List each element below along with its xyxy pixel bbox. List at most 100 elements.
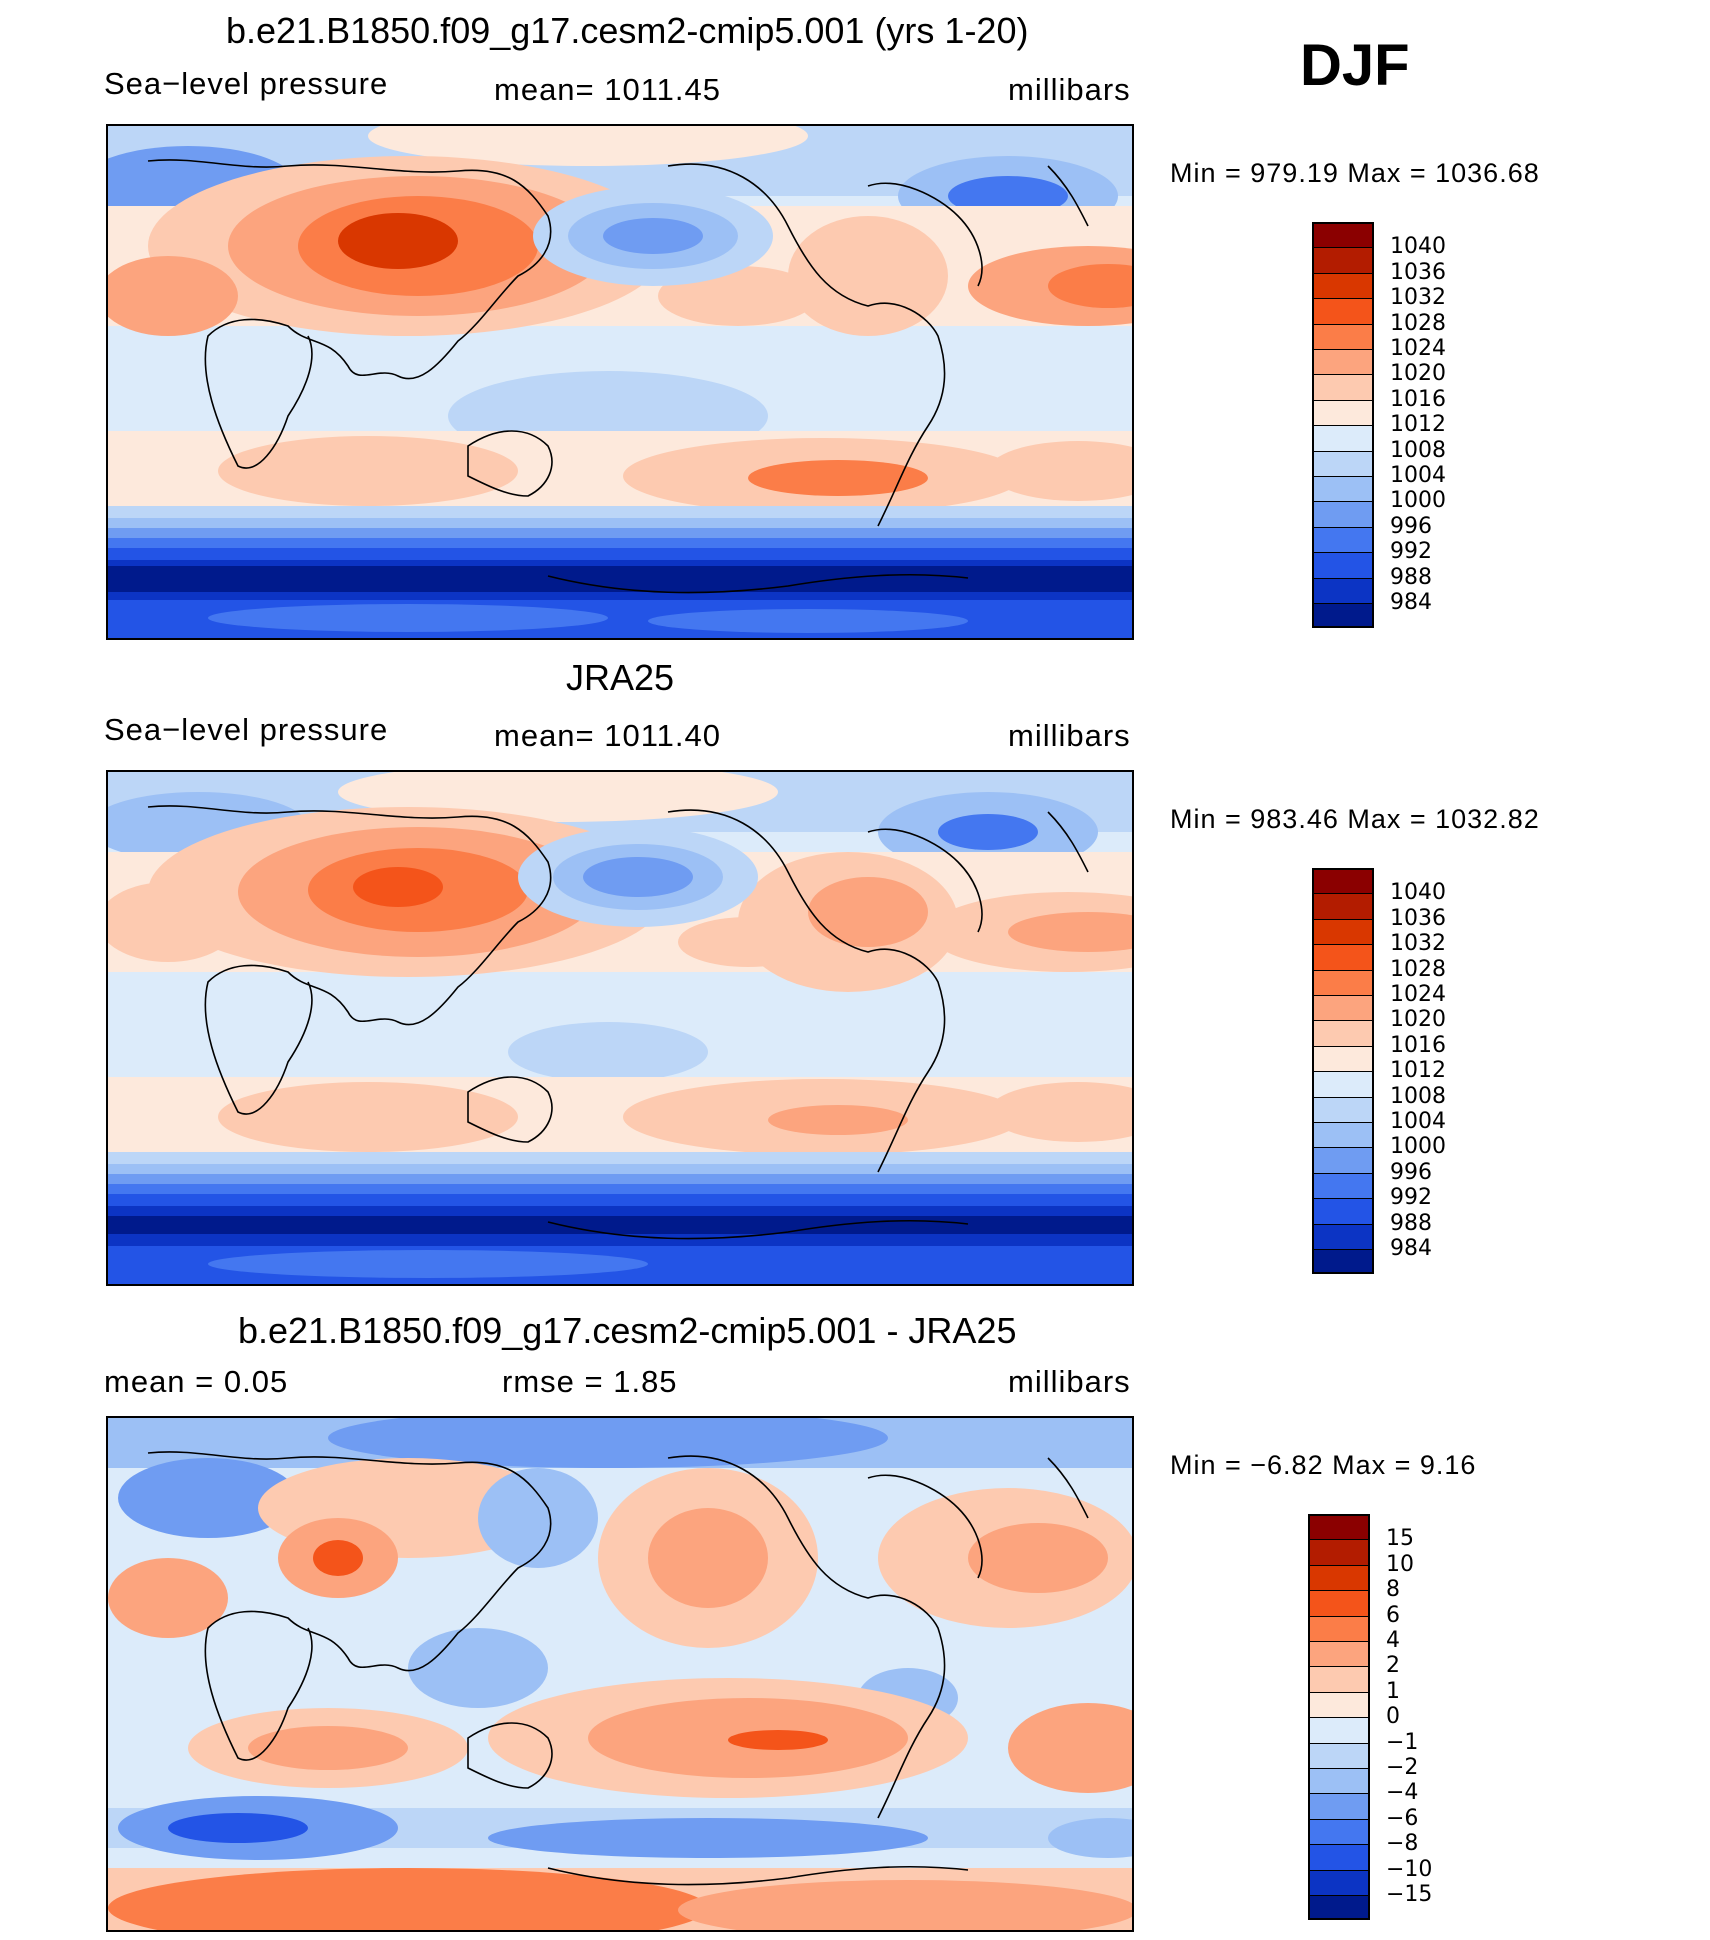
colorbar2-swatch: [1312, 969, 1374, 995]
colorbar3-level-label: −6: [1386, 1805, 1419, 1831]
colorbar2-swatch: [1312, 1096, 1374, 1122]
colorbar2-swatch: [1312, 893, 1374, 919]
colorbar2-frame: [1312, 868, 1374, 1275]
colorbar2-level-label: 984: [1390, 1236, 1432, 1261]
colorbar2-swatch: [1312, 1198, 1374, 1224]
colorbar1-swatch: [1312, 476, 1374, 502]
colorbar2-swatch: [1312, 1223, 1374, 1249]
colorbar3-swatch: [1308, 1564, 1370, 1591]
colorbar1-level-label: 984: [1390, 590, 1432, 615]
colorbar2-level-label: 1020: [1390, 1007, 1446, 1033]
colorbar3-swatch: [1308, 1590, 1370, 1616]
colorbar1-level-label: 1008: [1390, 437, 1446, 463]
panel3-mean: mean = 0.05: [104, 1364, 289, 1399]
colorbar2-level-label: 988: [1390, 1210, 1432, 1236]
colorbar2-swatch: [1312, 1147, 1374, 1173]
colorbar3-swatch: [1308, 1869, 1370, 1895]
panel2-minmax: Min = 983.46 Max = 1032.82: [1170, 804, 1540, 834]
colorbar3-swatch: [1308, 1539, 1370, 1565]
colorbar1-level-label: 1016: [1390, 386, 1446, 412]
colorbar1-swatch: [1312, 577, 1374, 603]
colorbar1-swatch: [1312, 272, 1374, 299]
colorbar2-swatch: [1312, 1045, 1374, 1072]
colorbar3-swatch: [1308, 1641, 1370, 1667]
colorbar2-swatch: [1312, 1249, 1374, 1275]
colorbar3-swatch: [1308, 1717, 1370, 1743]
colorbar3-swatch: [1308, 1742, 1370, 1768]
colorbar2-level-label: 992: [1390, 1185, 1432, 1211]
colorbar1-swatch: [1312, 603, 1374, 629]
colorbar2-swatch: [1312, 1071, 1374, 1097]
panel1-contour-map: [108, 126, 1132, 638]
colorbar1-level-label: 1040: [1390, 234, 1446, 260]
colorbar3-level-label: 8: [1386, 1577, 1400, 1603]
colorbar1-swatch: [1312, 247, 1374, 273]
colorbar2-level-label: 996: [1390, 1159, 1432, 1185]
colorbar1-level-label: 1012: [1390, 412, 1446, 438]
panel1-units: millibars: [1008, 72, 1131, 107]
colorbar3-level-label: 6: [1386, 1602, 1400, 1628]
colorbar1-swatch: [1312, 425, 1374, 451]
colorbar2-swatch: [1312, 944, 1374, 970]
colorbar3-swatch: [1308, 1793, 1370, 1819]
colorbar3-swatch: [1308, 1844, 1370, 1870]
colorbar2-level-label: 1008: [1390, 1083, 1446, 1109]
panel3-minmax: Min = −6.82 Max = 9.16: [1170, 1450, 1477, 1480]
colorbar1-level-label: 1000: [1390, 488, 1446, 514]
colorbar3-swatch: [1308, 1615, 1370, 1641]
colorbar2-level-label: 1004: [1390, 1109, 1446, 1134]
colorbar2-swatch: [1312, 918, 1374, 945]
colorbar3-swatch: [1308, 1768, 1370, 1794]
colorbar2-level-label: 1028: [1390, 956, 1446, 982]
colorbar2-swatch: [1312, 1122, 1374, 1148]
colorbar1-level-label: 1028: [1390, 310, 1446, 336]
colorbar2-swatch: [1312, 1172, 1374, 1199]
panel2-title: JRA25: [566, 657, 675, 698]
panel1-map: [106, 124, 1134, 640]
colorbar2-level-label: 1024: [1390, 982, 1446, 1007]
colorbar3-level-label: −8: [1386, 1831, 1419, 1857]
colorbar3-swatch: [1308, 1691, 1370, 1718]
colorbar1-swatch: [1312, 526, 1374, 553]
panel3-contour-map: [108, 1418, 1132, 1930]
season-label: DJF: [1300, 33, 1410, 98]
colorbar3-level-label: 10: [1386, 1551, 1414, 1577]
colorbar3-swatch: [1308, 1818, 1370, 1845]
colorbar1-level-label: 1024: [1390, 336, 1446, 361]
colorbar3-level-label: −10: [1386, 1856, 1433, 1882]
panel1-minmax: Min = 979.19 Max = 1036.68: [1170, 158, 1540, 188]
colorbar3-level-label: −4: [1386, 1780, 1419, 1806]
colorbar2-level-label: 1016: [1390, 1032, 1446, 1058]
colorbar2-level-label: 1036: [1390, 905, 1446, 931]
colorbar1-swatch: [1312, 450, 1374, 476]
colorbar1-level-label: 992: [1390, 539, 1432, 565]
colorbar3-level-label: 1: [1386, 1678, 1400, 1704]
colorbar3-level-label: 2: [1386, 1653, 1400, 1679]
colorbar2-level-label: 1040: [1390, 880, 1446, 906]
colorbar1-swatch: [1312, 323, 1374, 349]
colorbar2-level-label: 1000: [1390, 1134, 1446, 1160]
colorbar3-level-label: −2: [1386, 1755, 1419, 1780]
panel3-map: [106, 1416, 1134, 1932]
colorbar2-level-label: 1032: [1390, 931, 1446, 957]
panel2-mean: mean= 1011.40: [494, 718, 722, 753]
colorbar3-frame: [1308, 1514, 1370, 1921]
colorbar1-swatch: [1312, 298, 1374, 324]
colorbar1-level-label: 988: [1390, 564, 1432, 590]
panel2-units: millibars: [1008, 718, 1131, 753]
colorbar1-swatch: [1312, 501, 1374, 527]
colorbar1-swatch: [1312, 374, 1374, 400]
panel1-field: Sea−level pressure: [104, 66, 389, 101]
colorbar1-swatch: [1312, 349, 1374, 375]
colorbar3-level-label: −15: [1386, 1882, 1433, 1907]
colorbar3-swatch: [1308, 1895, 1370, 1921]
panel1-title: b.e21.B1850.f09_g17.cesm2-cmip5.001 (yrs…: [226, 10, 1029, 51]
colorbar1-level-label: 1032: [1390, 285, 1446, 311]
colorbar3-level-label: 0: [1386, 1704, 1400, 1730]
colorbar1-swatch: [1312, 399, 1374, 426]
colorbar1-level-label: 1036: [1390, 259, 1446, 285]
panel2-contour-map: [108, 772, 1132, 1284]
panel2-field: Sea−level pressure: [104, 712, 389, 747]
colorbar3-level-label: 4: [1386, 1628, 1400, 1653]
colorbar3-swatch: [1308, 1666, 1370, 1692]
